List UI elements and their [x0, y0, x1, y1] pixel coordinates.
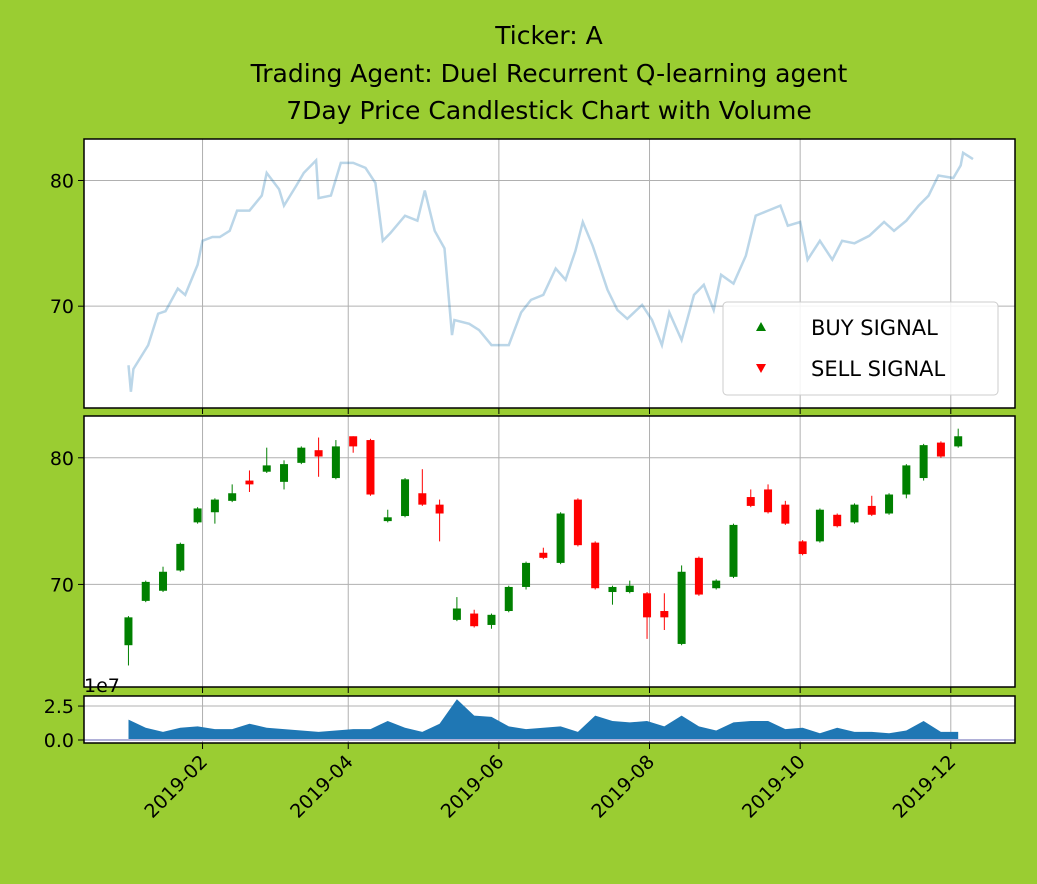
candle-body	[487, 614, 496, 625]
legend-label: SELL SIGNAL	[811, 357, 946, 381]
legend-marker	[756, 364, 766, 373]
panel-frame	[83, 695, 1016, 744]
candle-body	[210, 499, 219, 513]
candle-body	[694, 557, 703, 595]
candle-body	[159, 571, 168, 591]
plot-content	[124, 428, 963, 666]
candle-body	[660, 611, 669, 618]
candle-body	[764, 489, 773, 513]
candle-body	[141, 581, 150, 601]
candle-body	[833, 514, 842, 527]
legend-box	[722, 301, 999, 396]
plot-area	[84, 416, 1015, 687]
candle-body	[798, 541, 807, 555]
offset-label: 1e7	[84, 675, 120, 697]
candle-body	[867, 505, 876, 515]
x-tick-label: 2019-12	[889, 751, 961, 823]
candle-body	[366, 440, 375, 495]
candle-body	[746, 497, 755, 506]
candle-body	[781, 504, 790, 524]
candle-body	[418, 493, 427, 505]
candle-body	[712, 580, 721, 589]
candle-body	[280, 464, 289, 482]
candle-body	[452, 608, 461, 620]
candle-body	[556, 513, 565, 563]
title-line: Trading Agent: Duel Recurrent Q-learning…	[250, 59, 848, 88]
y-tick-label: 2.5	[44, 696, 74, 718]
candle-body	[331, 446, 340, 479]
volume-area	[128, 699, 959, 741]
plot-content	[127, 150, 974, 392]
candle-body	[815, 509, 824, 542]
plot-content	[84, 699, 1015, 742]
candle-body	[176, 543, 185, 571]
y-tick-label: 80	[50, 170, 74, 192]
candle-body	[435, 504, 444, 514]
candle-body	[625, 585, 634, 593]
candle-body	[522, 562, 531, 587]
candle-body	[919, 445, 928, 479]
panel-frame	[83, 415, 1016, 688]
candle-body	[643, 593, 652, 618]
candle-body	[262, 465, 271, 472]
candle-body	[677, 571, 686, 644]
x-tick-label: 2019-02	[140, 751, 212, 823]
candle-body	[401, 479, 410, 517]
candle-body	[850, 504, 859, 523]
candle-body	[936, 442, 945, 457]
y-tick-label: 80	[50, 448, 74, 470]
y-tick-label: 70	[50, 296, 74, 318]
candle-body	[383, 517, 392, 522]
x-tick-label: 2019-10	[738, 751, 810, 823]
candle-body	[573, 499, 582, 546]
price-line	[127, 150, 974, 392]
candle-body	[314, 450, 323, 457]
candle-body	[349, 436, 358, 447]
legend: BUY SIGNAL SELL SIGNAL	[722, 301, 999, 396]
candle-body	[470, 613, 479, 627]
candle-body	[193, 508, 202, 523]
candle-body	[245, 480, 254, 485]
title-line: Ticker: A	[494, 21, 602, 50]
candle-body	[885, 494, 894, 514]
legend-label: BUY SIGNAL	[811, 316, 938, 340]
legend-marker	[756, 322, 766, 331]
x-tick-label: 2019-06	[437, 751, 509, 823]
candle-body	[954, 436, 963, 447]
y-tick-label: 70	[50, 574, 74, 596]
candle-body	[297, 447, 306, 463]
title-line: 7Day Price Candlestick Chart with Volume	[286, 96, 812, 125]
x-tick-label: 2019-08	[587, 751, 659, 823]
x-tick-label: 2019-04	[286, 751, 358, 823]
candle-body	[902, 465, 911, 495]
candle-body	[228, 493, 237, 501]
candle-body	[504, 586, 513, 612]
panel-frame	[83, 138, 1016, 409]
candle-body	[608, 586, 617, 593]
candle-body	[729, 524, 738, 577]
candle-body	[591, 542, 600, 589]
candle-body	[124, 617, 133, 646]
candle-body	[539, 552, 548, 558]
y-tick-label: 0.0	[44, 730, 74, 752]
